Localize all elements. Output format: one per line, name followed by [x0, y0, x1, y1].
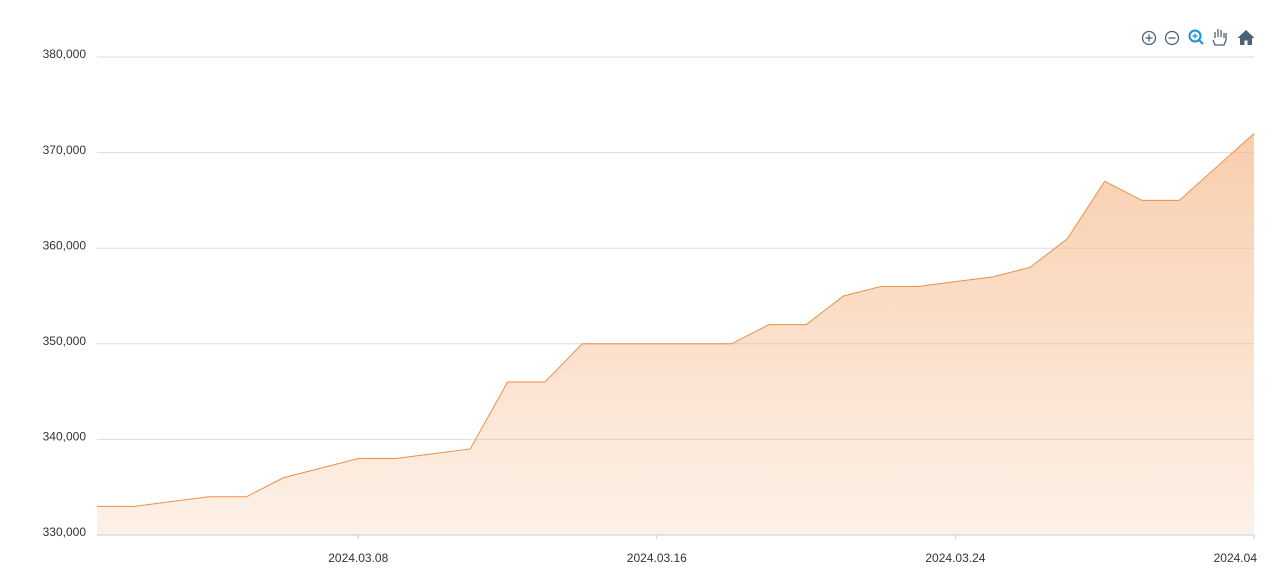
zoom-in-button[interactable] [1141, 30, 1157, 46]
x-tick-label: 2024.03.24 [925, 551, 985, 565]
toolbar [1141, 29, 1255, 46]
y-tick-label: 370,000 [43, 143, 87, 157]
y-tick-label: 340,000 [43, 430, 87, 444]
reset-button[interactable] [1237, 30, 1255, 45]
pan-button[interactable] [1212, 29, 1227, 46]
x-tick-label: 2024.03.16 [627, 551, 687, 565]
x-tick-label: 2024.03.08 [328, 551, 388, 565]
zoom-out-button[interactable] [1164, 30, 1180, 46]
y-tick-label: 330,000 [43, 525, 87, 539]
selection-zoom-button[interactable] [1188, 29, 1204, 45]
y-tick-label: 350,000 [43, 334, 87, 348]
x-tick-label: 2024.04 [1214, 551, 1258, 565]
area-line [97, 133, 1255, 507]
y-tick-label: 380,000 [43, 47, 87, 61]
y-tick-label: 360,000 [43, 238, 87, 252]
area-fill [97, 133, 1254, 536]
